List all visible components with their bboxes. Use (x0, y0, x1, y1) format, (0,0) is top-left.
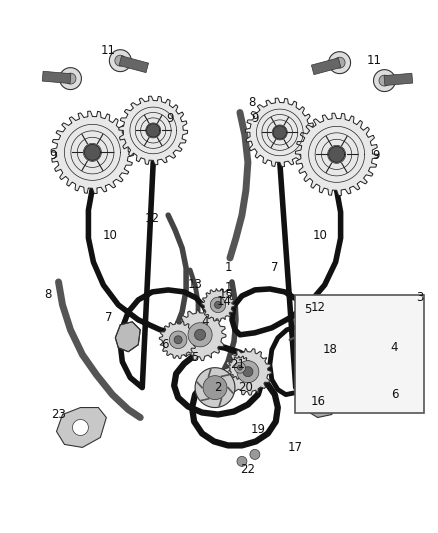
Text: 9: 9 (251, 112, 258, 125)
Text: 5: 5 (191, 351, 199, 364)
Polygon shape (195, 368, 235, 408)
Polygon shape (345, 367, 390, 413)
Text: 11: 11 (367, 54, 382, 67)
Text: 2: 2 (214, 381, 222, 394)
Text: 10: 10 (312, 229, 327, 241)
Text: 8: 8 (248, 96, 256, 109)
Polygon shape (42, 71, 71, 84)
Text: 1: 1 (224, 262, 232, 274)
Text: 18: 18 (322, 343, 337, 356)
Polygon shape (273, 126, 286, 139)
Polygon shape (237, 365, 242, 370)
Polygon shape (336, 322, 399, 387)
Polygon shape (250, 449, 260, 459)
Polygon shape (201, 288, 234, 321)
Polygon shape (115, 322, 140, 352)
Polygon shape (51, 111, 134, 193)
Text: 21: 21 (230, 358, 245, 371)
Polygon shape (306, 385, 339, 417)
Polygon shape (73, 419, 88, 435)
Polygon shape (228, 356, 252, 379)
Polygon shape (85, 144, 100, 160)
Polygon shape (379, 75, 390, 86)
Polygon shape (384, 73, 413, 85)
Polygon shape (57, 408, 106, 447)
Polygon shape (115, 55, 126, 66)
Polygon shape (170, 331, 187, 349)
Text: 10: 10 (103, 229, 118, 241)
Text: 7: 7 (105, 311, 112, 325)
Text: 1: 1 (224, 281, 232, 294)
Text: 17: 17 (287, 441, 302, 454)
Polygon shape (147, 124, 160, 137)
Polygon shape (215, 301, 222, 309)
Polygon shape (374, 70, 396, 92)
Text: 6: 6 (162, 338, 169, 351)
Text: 4: 4 (391, 341, 398, 354)
Text: 12: 12 (145, 212, 160, 224)
Polygon shape (210, 297, 226, 312)
Text: 14: 14 (216, 295, 232, 309)
Polygon shape (188, 322, 212, 347)
Text: 7: 7 (271, 262, 279, 274)
Polygon shape (237, 456, 247, 466)
Text: 19: 19 (251, 423, 265, 436)
Polygon shape (329, 147, 345, 162)
Text: 11: 11 (101, 44, 116, 57)
Polygon shape (159, 321, 197, 359)
Polygon shape (328, 52, 350, 74)
Text: 12: 12 (310, 301, 325, 314)
Polygon shape (314, 352, 357, 390)
Text: 3: 3 (416, 292, 423, 304)
Text: 6: 6 (391, 388, 398, 401)
Polygon shape (119, 56, 148, 72)
Polygon shape (311, 58, 341, 75)
Polygon shape (363, 385, 372, 394)
Polygon shape (203, 376, 227, 400)
Text: 9: 9 (49, 149, 56, 162)
Polygon shape (334, 57, 345, 68)
Polygon shape (234, 362, 245, 373)
Polygon shape (60, 68, 81, 90)
Text: 4: 4 (201, 316, 209, 328)
Polygon shape (110, 50, 131, 71)
Text: 9: 9 (166, 112, 174, 125)
Text: 20: 20 (238, 381, 253, 394)
Text: 9: 9 (372, 149, 379, 162)
Polygon shape (194, 329, 205, 340)
Polygon shape (295, 113, 378, 196)
Text: 16: 16 (310, 395, 325, 408)
Polygon shape (119, 96, 187, 165)
Text: 13: 13 (187, 278, 202, 292)
Polygon shape (174, 336, 182, 344)
Polygon shape (237, 361, 259, 383)
Polygon shape (65, 73, 76, 84)
Polygon shape (243, 367, 253, 377)
Polygon shape (245, 98, 314, 167)
Text: 15: 15 (219, 288, 233, 301)
Text: 8: 8 (44, 288, 51, 301)
Text: 5: 5 (304, 303, 311, 317)
FancyBboxPatch shape (295, 295, 424, 413)
Polygon shape (174, 309, 226, 361)
Polygon shape (361, 349, 374, 361)
Text: 22: 22 (240, 463, 255, 476)
Polygon shape (224, 348, 272, 395)
Text: 23: 23 (51, 408, 66, 421)
